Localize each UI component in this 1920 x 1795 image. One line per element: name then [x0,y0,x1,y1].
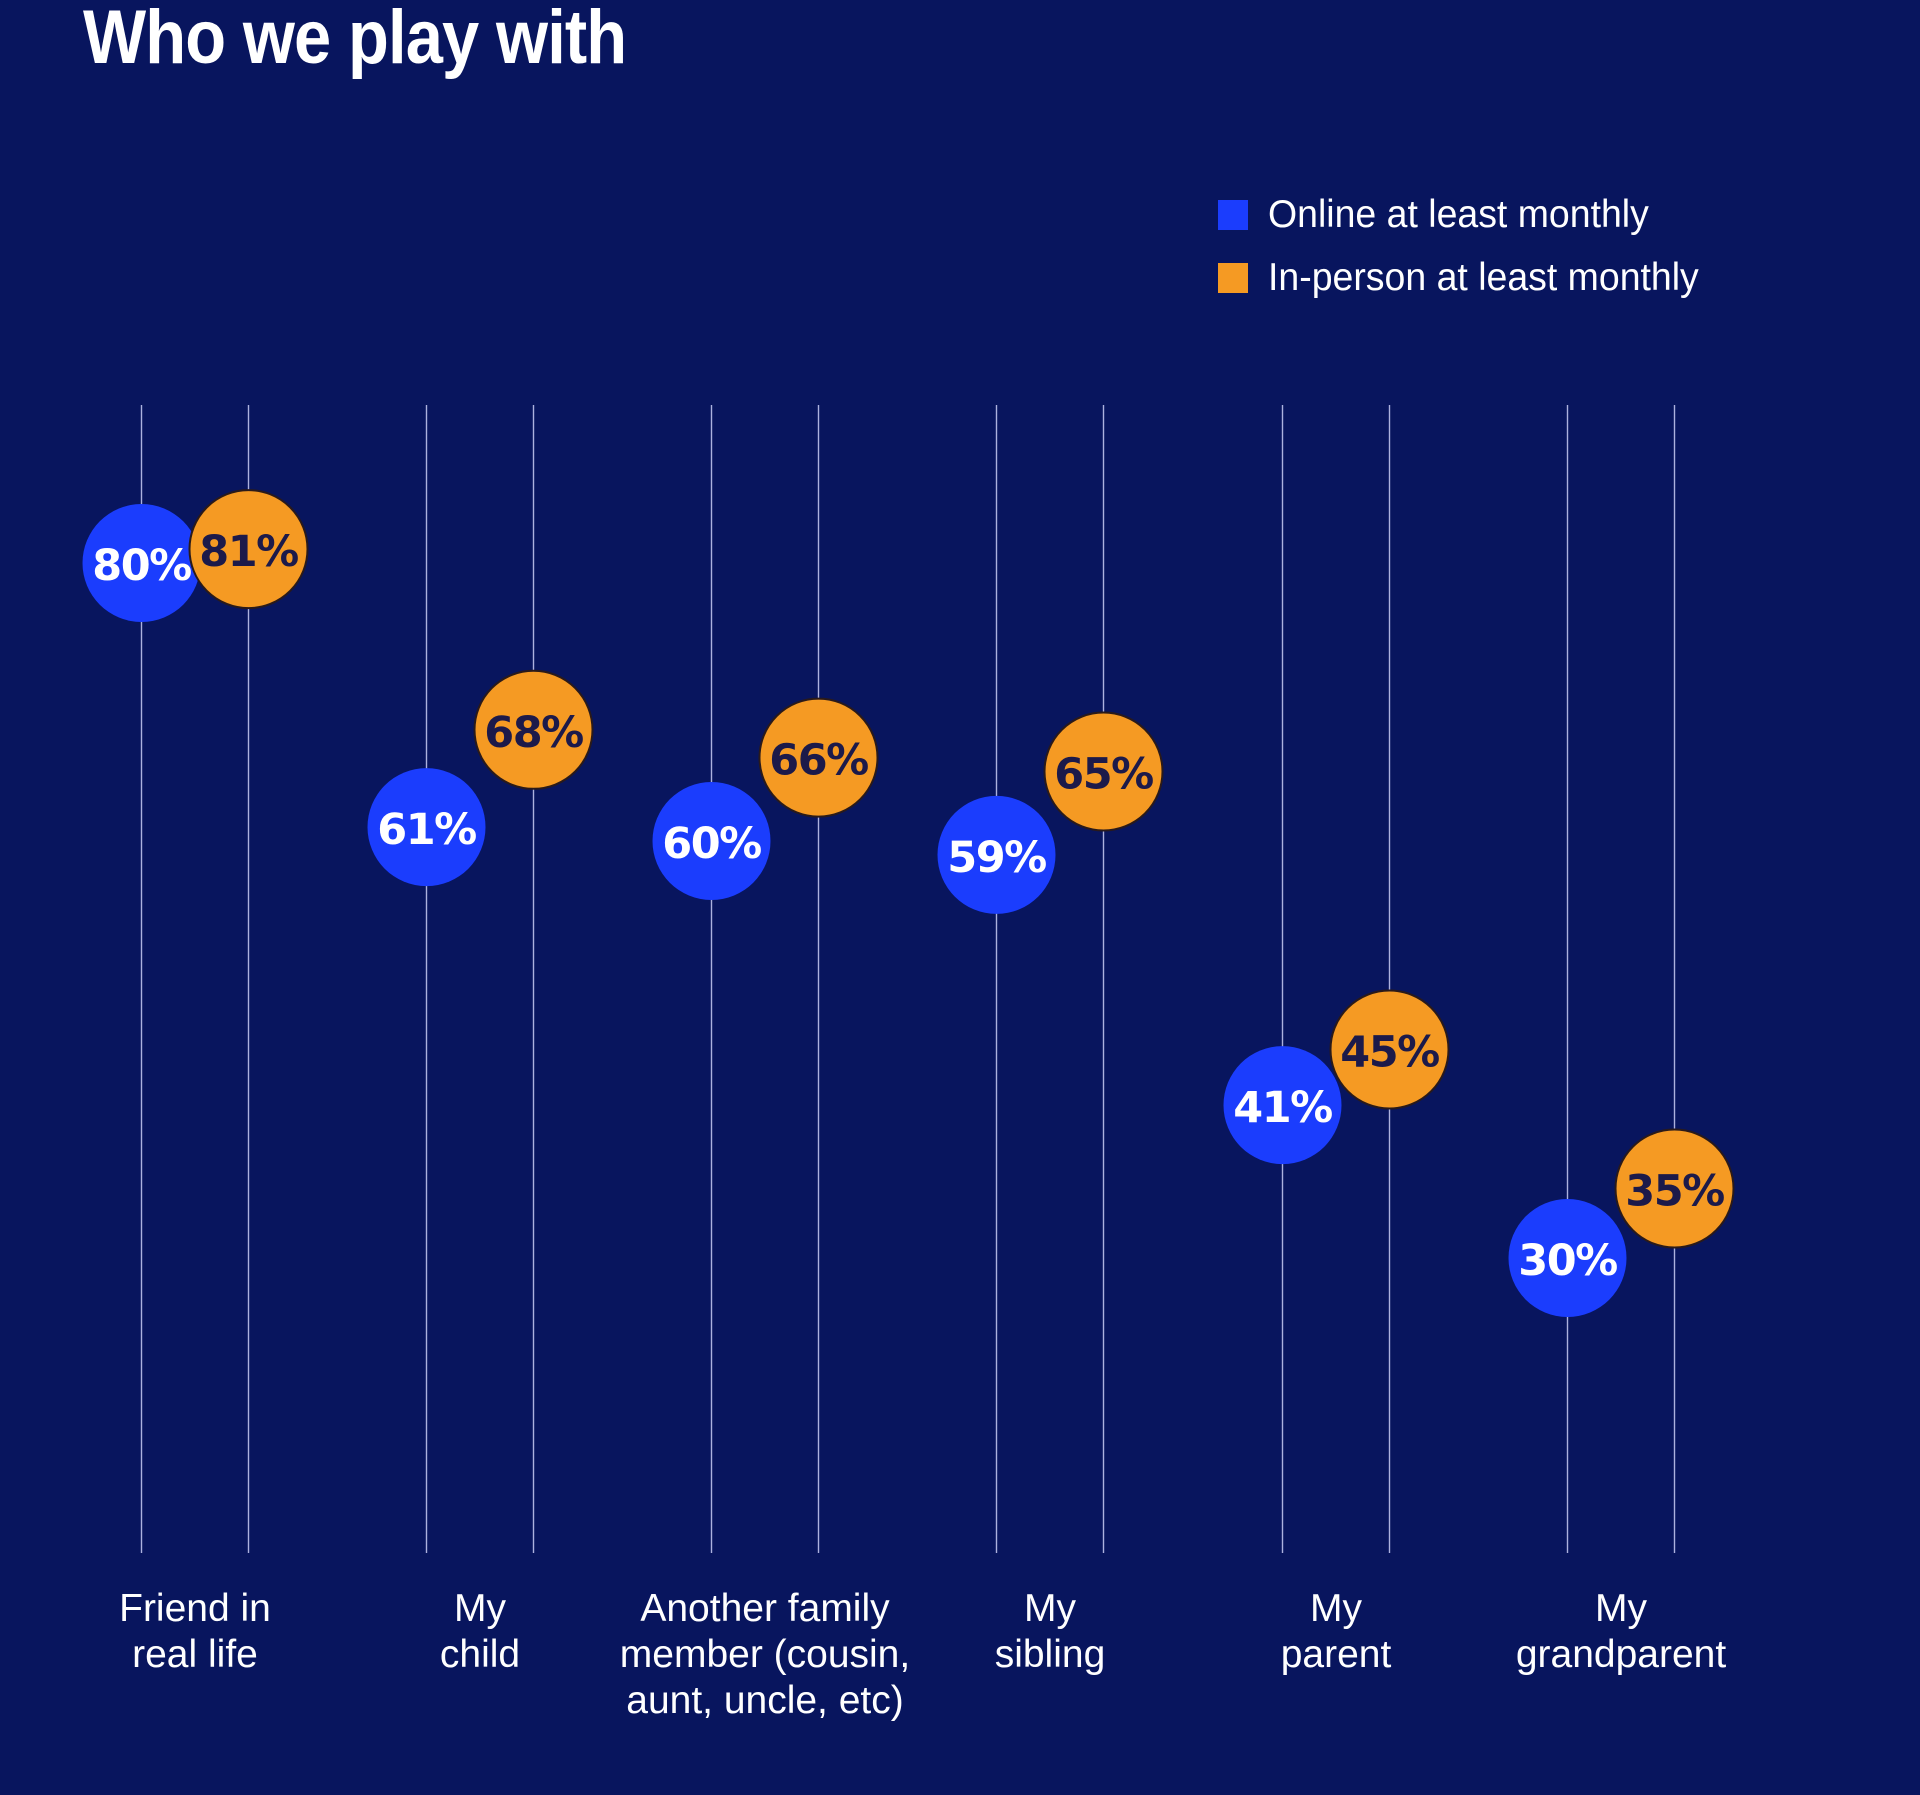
data-point-in-person-5: 35% [1614,1128,1735,1249]
legend-label-in-person: In-person at least monthly [1268,256,1699,299]
dot-in-person [473,669,594,790]
data-label-in-person: 68% [484,708,583,758]
category-label-line: My [1595,1587,1647,1630]
category-label-line: real life [132,1633,258,1676]
legend-swatch-in-person [1218,263,1248,293]
category-label-1: My child [300,1586,660,1678]
data-label-online: 80% [92,541,191,591]
dot-in-person [1614,1128,1735,1249]
dot-online [937,795,1056,914]
data-label-online: 30% [1518,1236,1617,1286]
data-point-in-person-4: 45% [1329,989,1450,1110]
data-point-in-person-0: 81% [188,489,309,610]
category-label-line: parent [1280,1633,1392,1676]
dot-online [652,782,771,900]
category-label-line: grandparent [1515,1633,1727,1676]
category-label-line: child [439,1633,521,1676]
data-point-online-1: 61% [367,768,486,887]
category-label-0: Friend in real life [15,1586,375,1678]
data-point-online-0: 80% [82,504,201,622]
data-point-in-person-3: 65% [1043,711,1164,832]
data-point-online-3: 59% [937,795,1056,914]
dot-in-person [1329,989,1450,1110]
data-label-in-person: 65% [1054,750,1153,800]
data-label-in-person: 81% [199,527,298,577]
data-label-online: 41% [1233,1083,1332,1133]
data-label-online: 60% [662,819,761,869]
category-label-line: aunt, uncle, etc) [626,1679,904,1722]
category-label-5: My grandparent [1441,1586,1801,1678]
legend-swatch-online [1218,200,1248,230]
category-label-line: My [1310,1587,1362,1630]
category-label-3: My sibling [870,1586,1230,1678]
dot-online [1508,1199,1627,1317]
dot-in-person [188,489,309,610]
category-label-line: My [1024,1587,1076,1630]
legend-item-in-person: In-person at least monthly [1218,255,1717,301]
chart-title: Who we play with [83,0,627,80]
category-label-line: My [454,1587,506,1630]
dot-in-person [758,697,879,818]
category-label-line: Friend in [119,1587,271,1630]
data-label-online: 61% [377,805,476,855]
category-label-line: sibling [994,1633,1106,1676]
data-point-online-2: 60% [652,782,771,900]
legend-label-online: Online at least monthly [1268,193,1649,236]
category-label-4: My parent [1156,1586,1516,1678]
data-point-online-4: 41% [1223,1046,1342,1165]
data-label-online: 59% [947,833,1046,883]
data-point-in-person-1: 68% [473,669,594,790]
category-label-2: Another family member (cousin, aunt, uncle… [585,1586,945,1724]
category-label-line: Another family [640,1587,890,1630]
dot-online [1223,1046,1342,1165]
legend: Online at least monthly In-person at lea… [1218,192,1717,318]
data-label-in-person: 35% [1625,1167,1724,1217]
data-label-in-person: 45% [1340,1028,1439,1078]
data-label-in-person: 66% [769,736,868,786]
category-label-line: member (cousin, [619,1633,911,1676]
dot-online [367,768,486,887]
data-point-in-person-2: 66% [758,697,879,818]
dot-online [82,504,201,622]
dot-in-person [1043,711,1164,832]
legend-item-online: Online at least monthly [1218,192,1717,238]
data-point-online-5: 30% [1508,1199,1627,1317]
